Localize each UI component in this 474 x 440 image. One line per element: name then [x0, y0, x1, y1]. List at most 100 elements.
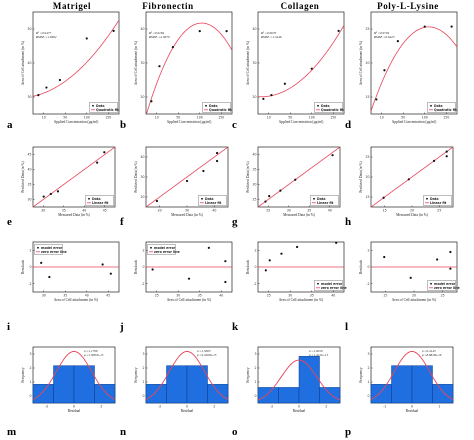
y-tick-label: 1: [367, 380, 369, 384]
data-point: [335, 241, 338, 244]
panel-letter: k: [232, 321, 239, 333]
data-point: [445, 155, 448, 158]
y-tick-label: 50: [27, 27, 31, 31]
y-axis-label: Area of Cell attachment (in %): [246, 40, 250, 85]
x-tick-label: 30: [185, 209, 189, 213]
stats-annotation: R² =0.9794: [373, 31, 389, 35]
x-tick-label: 150: [443, 116, 449, 120]
y-tick-label: 3: [254, 352, 256, 356]
x-tick-label: 45: [103, 209, 107, 213]
y-tick-label: -2: [28, 282, 31, 286]
legend-marker-data: [313, 197, 315, 200]
data-point: [283, 82, 286, 85]
y-tick-label: -2: [141, 282, 144, 286]
data-point: [407, 178, 410, 181]
x-tick-label: -1: [383, 405, 386, 409]
x-tick-label: 20: [158, 209, 162, 213]
y-tick-label: 20: [365, 61, 369, 65]
y-tick-label: 1: [254, 380, 256, 384]
data-point: [310, 67, 313, 70]
y-tick-label: 30: [140, 175, 144, 179]
x-axis-label: Measured Data (in %): [58, 213, 91, 217]
legend-label-fit: Quadratic fit: [96, 108, 119, 112]
y-tick-label: 2: [142, 249, 144, 253]
stats-annotation: RMSE =2.0679: [148, 35, 170, 39]
panel-letter: e: [7, 216, 12, 228]
stats-annotation: σ =1.0019: [309, 349, 323, 353]
y-tick-label: -2: [366, 282, 369, 286]
legend-label-data: Data: [321, 104, 329, 108]
legend-marker-data: [317, 104, 319, 107]
x-tick-label: 20: [410, 209, 414, 213]
data-point: [264, 200, 267, 203]
x-tick-label: 35: [307, 209, 311, 213]
panel-letter: p: [345, 426, 351, 438]
y-tick-label: 25: [252, 198, 256, 202]
data-point: [185, 179, 189, 183]
plot-frame: [257, 146, 341, 208]
data-point: [450, 25, 453, 28]
stats-annotation: μ =1.4211e-15: [309, 353, 329, 357]
x-tick-label: 35: [62, 209, 66, 213]
legend-marker-data: [430, 104, 432, 107]
data-point: [295, 245, 299, 249]
legend-label-data: model error: [434, 282, 456, 286]
y-tick-label: 20: [140, 195, 144, 199]
panel-letter: o: [232, 426, 238, 438]
legend-label-data: model error: [154, 246, 176, 250]
stats-annotation: RMSE =1.6662: [35, 35, 57, 39]
legend-marker-data: [92, 104, 94, 107]
y-tick-label: 0: [254, 265, 256, 269]
data-point: [215, 151, 219, 155]
legend-box: [198, 195, 227, 206]
x-tick-label: 40: [85, 294, 89, 298]
panel-b: b 10 50 100 150 20 30 40 Applied Concentration (…: [120, 11, 233, 131]
legend-box: [427, 280, 456, 291]
x-tick-label: 100: [422, 116, 428, 120]
normal-fit-curve: [146, 350, 228, 400]
legend-box: [314, 102, 343, 113]
x-axis-label: Area of Cell attachment (in %): [167, 298, 212, 302]
x-axis-label: Area of Cell attachment (in %): [54, 298, 99, 302]
x-tick-label: 100: [84, 116, 90, 120]
column-title: Collagen: [281, 1, 320, 11]
y-axis-label: Frequency: [134, 367, 138, 382]
data-point: [42, 195, 45, 198]
y-tick-label: 0: [254, 394, 256, 398]
x-tick-label: 35: [198, 294, 202, 298]
data-point: [383, 255, 386, 259]
y-tick-label: 1: [142, 380, 144, 384]
y-axis-label: Predicted Data (in %): [246, 161, 250, 193]
y-tick-label: 40: [27, 168, 31, 172]
x-tick-label: 50: [288, 116, 292, 120]
y-tick-label: 40: [140, 155, 144, 159]
y-tick-label: 30: [252, 61, 256, 65]
y-tick-label: 0: [367, 265, 369, 269]
quadratic-fit-curve: [33, 19, 119, 97]
data-point: [270, 94, 273, 97]
legend-box: [147, 244, 176, 255]
panel-letter: c: [232, 119, 237, 131]
stats-annotation: R² =0.9670: [260, 31, 276, 35]
y-tick-label: 40: [252, 153, 256, 157]
x-tick-label: 25: [441, 294, 445, 298]
y-tick-label: 40: [252, 27, 256, 31]
legend-box: [310, 195, 339, 206]
x-tick-label: 35: [310, 294, 314, 298]
data-point: [262, 97, 265, 100]
data-point: [449, 250, 452, 254]
data-point: [225, 30, 228, 33]
y-axis-label: Frequency: [21, 367, 25, 382]
histogram-bar: [257, 387, 279, 404]
y-tick-label: 3: [142, 352, 144, 356]
x-tick-label: 10: [42, 116, 46, 120]
x-axis-label: Area of Cell attachment (in %): [279, 298, 324, 302]
x-tick-label: 150: [105, 116, 111, 120]
